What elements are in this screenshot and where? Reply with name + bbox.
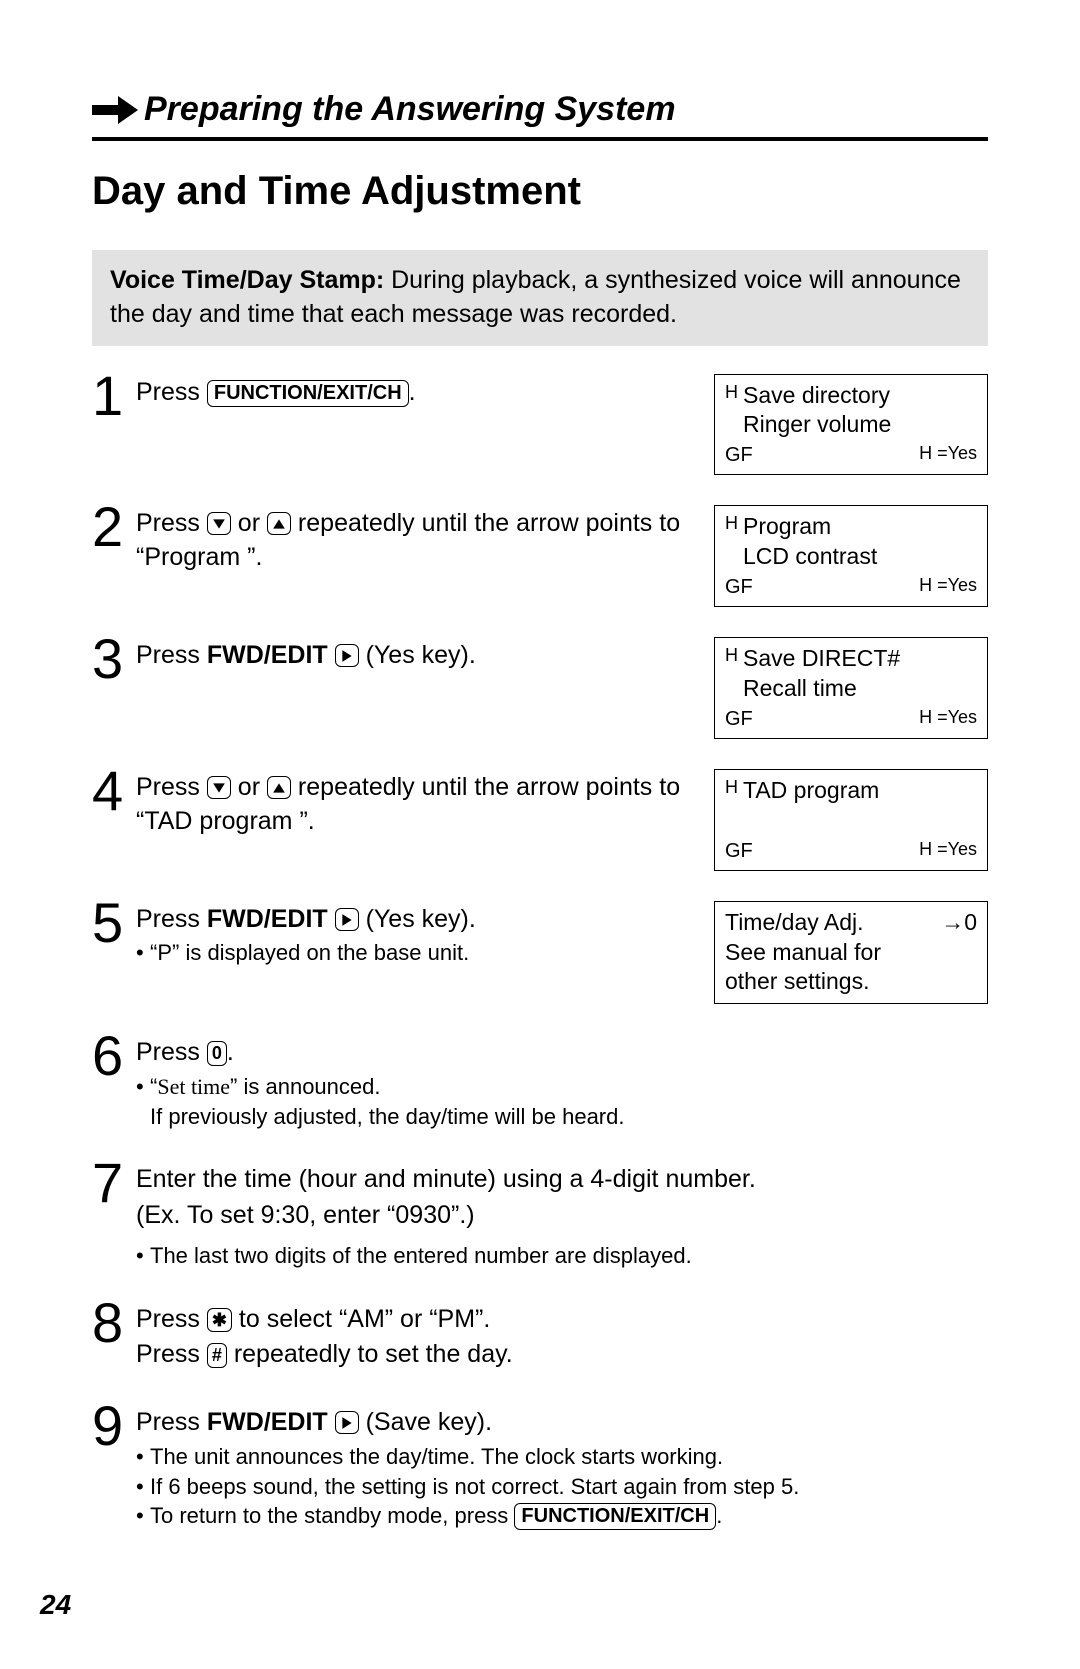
step-number: 1 <box>92 368 136 424</box>
down-key <box>207 512 231 535</box>
lcd-display-1: HSave directory Ringer volume GFH =Yes <box>714 374 988 476</box>
lcd-yes: H =Yes <box>919 574 977 600</box>
text: Press <box>136 1038 207 1066</box>
lcd-line: Recall time <box>725 674 977 704</box>
lcd-gf: GF <box>725 442 753 468</box>
infobox-lead: Voice Time/Day Stamp: <box>110 266 384 294</box>
step-number: 8 <box>92 1295 136 1351</box>
info-box: Voice Time/Day Stamp: During playback, a… <box>92 250 988 346</box>
sub-text: . <box>716 1503 722 1528</box>
chapter-title: Preparing the Answering System <box>144 90 676 129</box>
lcd-gf: GF <box>725 706 753 732</box>
lcd-yes: H =Yes <box>919 706 977 732</box>
hash-key: # <box>207 1343 227 1368</box>
step-6: 6 Press 0. •“Set time” is announced. If … <box>92 1034 988 1131</box>
fwdedit-label: FWD/EDIT <box>207 905 328 933</box>
lcd-line: →0 <box>941 908 977 938</box>
step-number: 7 <box>92 1155 136 1211</box>
lcd-line: See manual for <box>725 938 977 968</box>
text: . <box>409 378 416 406</box>
arrow-right-icon <box>92 96 138 124</box>
step-number: 3 <box>92 631 136 687</box>
lcd-line: LCD contrast <box>725 542 977 572</box>
step-3: 3 Press FWD/EDIT (Yes key). HSave DIRECT… <box>92 637 988 739</box>
step-number: 4 <box>92 763 136 819</box>
text: Enter the time (hour and minute) using a… <box>136 1163 988 1197</box>
step-2: 2 Press or repeatedly until the arrow po… <box>92 505 988 607</box>
section-title: Day and Time Adjustment <box>92 169 988 214</box>
sub-text: If 6 beeps sound, the setting is not cor… <box>150 1474 799 1499</box>
lcd-yes: H =Yes <box>919 442 977 468</box>
text: Press <box>136 1408 207 1436</box>
step-5: 5 Press FWD/EDIT (Yes key). •“P” is disp… <box>92 901 988 1005</box>
function-key: FUNCTION/EXIT/CH <box>514 1503 716 1530</box>
play-key <box>335 644 359 667</box>
fwdedit-label: FWD/EDIT <box>207 1408 328 1436</box>
step-1: 1 Press FUNCTION/EXIT/CH. HSave director… <box>92 374 988 476</box>
lcd-line: other settings. <box>725 967 977 997</box>
zero-key: 0 <box>207 1041 227 1066</box>
lcd-display-5: Time/day Adj. →0 See manual for other set… <box>714 901 988 1005</box>
lcd-display-2: HProgram LCD contrast GFH =Yes <box>714 505 988 607</box>
divider <box>92 137 988 141</box>
text: Press <box>136 905 207 933</box>
text: to select “AM” or “PM”. <box>232 1305 490 1333</box>
text: (Yes key). <box>359 641 476 669</box>
sub-text: If previously adjusted, the day/time wil… <box>136 1102 988 1132</box>
lcd-line: Time/day Adj. <box>725 908 863 938</box>
sub-text: Set time <box>157 1074 230 1099</box>
text: Press <box>136 378 207 406</box>
sub-text: ” is announced. <box>230 1074 380 1099</box>
text: (Ex. To set 9:30, enter “0930”.) <box>136 1199 988 1233</box>
text: or <box>231 509 267 537</box>
text: Press <box>136 1340 207 1368</box>
step-number: 2 <box>92 499 136 555</box>
step-number: 6 <box>92 1028 136 1084</box>
step-number: 9 <box>92 1398 136 1454</box>
play-key <box>335 908 359 931</box>
play-key <box>335 1411 359 1434</box>
lcd-line: Save directory <box>743 381 890 411</box>
step-9: 9 Press FWD/EDIT (Save key). •The unit a… <box>92 1404 988 1531</box>
lcd-line: Ringer volume <box>725 410 977 440</box>
lcd-gf: GF <box>725 838 753 864</box>
step-7: 7 Enter the time (hour and minute) using… <box>92 1161 988 1270</box>
text: (Save key). <box>359 1408 492 1436</box>
lcd-gf: GF <box>725 574 753 600</box>
sub-text: To return to the standby mode, press <box>150 1503 514 1528</box>
text: (Yes key). <box>359 905 476 933</box>
text: Press <box>136 641 207 669</box>
text: Press <box>136 773 207 801</box>
star-key: ✱ <box>207 1308 232 1333</box>
step-number: 5 <box>92 895 136 951</box>
text: . <box>227 1038 234 1066</box>
lcd-line: Save DIRECT# <box>743 644 900 674</box>
lcd-line: TAD program <box>743 776 879 806</box>
text: repeatedly to set the day. <box>227 1340 513 1368</box>
step-4: 4 Press or repeatedly until the arrow po… <box>92 769 988 871</box>
lcd-yes: H =Yes <box>919 838 977 864</box>
up-key <box>267 512 291 535</box>
lcd-display-3: HSave DIRECT# Recall time GFH =Yes <box>714 637 988 739</box>
function-key: FUNCTION/EXIT/CH <box>207 380 409 407</box>
sub-text: The last two digits of the entered numbe… <box>150 1243 692 1268</box>
text: or <box>231 773 267 801</box>
page-number: 24 <box>40 1589 71 1621</box>
step-8: 8 Press ✱ to select “AM” or “PM”. Press … <box>92 1301 988 1375</box>
text: Press <box>136 1305 207 1333</box>
sub-text: “P” is displayed on the base unit. <box>150 940 469 965</box>
lcd-display-4: HTAD program GFH =Yes <box>714 769 988 871</box>
down-key <box>207 776 231 799</box>
sub-text: The unit announces the day/time. The clo… <box>150 1444 723 1469</box>
text: Press <box>136 509 207 537</box>
lcd-line: Program <box>743 512 831 542</box>
up-key <box>267 776 291 799</box>
fwdedit-label: FWD/EDIT <box>207 641 328 669</box>
